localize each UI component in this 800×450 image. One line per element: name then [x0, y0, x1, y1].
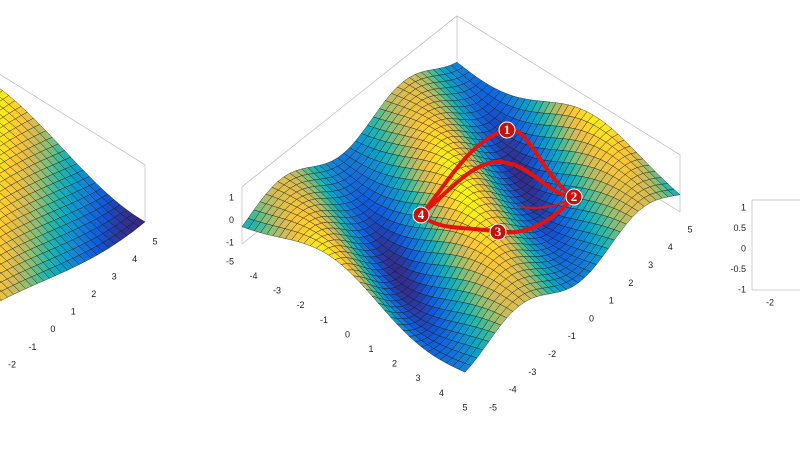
tick-label: -1: [226, 237, 234, 247]
surface-patch: [458, 362, 472, 373]
tick-label: 1: [741, 202, 746, 212]
tick-label: -3: [528, 367, 536, 377]
marker-label: 2: [571, 189, 578, 204]
marker: [565, 188, 583, 206]
tick-label: 3: [648, 260, 653, 270]
box-edge: [0, 74, 146, 166]
tick-label: -2: [548, 349, 556, 359]
tick-label: -2: [766, 297, 774, 307]
marker-label: 4: [418, 207, 425, 222]
tick-label: -2: [8, 359, 16, 369]
tick-label: 4: [132, 254, 137, 264]
tick-label: 0.5: [733, 223, 746, 233]
tick-label: -4: [249, 271, 257, 281]
tick-label: 5: [462, 402, 467, 412]
tick-label: -1: [738, 284, 746, 294]
tick-label: 4: [439, 388, 444, 398]
marker: [498, 121, 516, 139]
tick-label: 1: [368, 344, 373, 354]
tick-label: 0: [741, 243, 746, 253]
surface-patch: [0, 298, 3, 302]
path-middle: [419, 159, 576, 217]
box-edge: [241, 15, 458, 188]
tick-label: 1: [229, 192, 234, 202]
tick-label: -1: [568, 331, 576, 341]
marker-label: 1: [504, 122, 511, 137]
tick-label: 5: [152, 236, 157, 246]
surface-patch: [0, 290, 9, 301]
tick-label: -5: [489, 402, 497, 412]
marker: [489, 223, 507, 241]
tick-label: 3: [112, 272, 117, 282]
tick-label: 0: [50, 324, 55, 334]
tick-label: 3: [415, 373, 420, 383]
marker: [412, 206, 430, 224]
marker-label: 3: [495, 224, 502, 239]
tick-label: 0: [589, 313, 594, 323]
labels: 5 4 3 2 1 0 -1 -2 1 0 -1 -5 -4 -3 -2 -1 0 1 2 3 4 5 -5 -4 -3 -2 -1…: [8, 121, 774, 412]
tick-label: 2: [91, 289, 96, 299]
tick-label: -3: [273, 286, 281, 296]
surfaces: [0, 61, 681, 373]
tick-label: 5: [687, 224, 692, 234]
tick-label: -0.5: [730, 264, 746, 274]
tick-label: 0: [229, 215, 234, 225]
tick-label: -1: [320, 315, 328, 325]
tick-label: 4: [668, 242, 673, 252]
box-edge: [456, 15, 681, 156]
tick-label: 1: [71, 307, 76, 317]
tick-label: 1: [609, 296, 614, 306]
tick-label: -4: [509, 385, 517, 395]
tick-label: 2: [392, 359, 397, 369]
tick-label: 2: [628, 278, 633, 288]
tick-label: -2: [296, 300, 304, 310]
tick-label: -5: [226, 256, 234, 266]
tick-label: -1: [28, 342, 36, 352]
tick-label: 0: [345, 329, 350, 339]
